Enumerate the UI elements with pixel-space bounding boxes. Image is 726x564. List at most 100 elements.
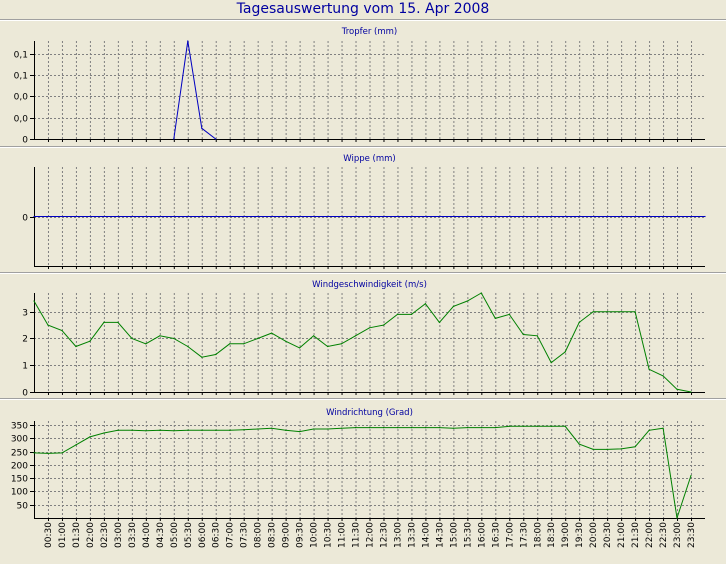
data-point <box>550 425 552 427</box>
y-tick-label: 3 <box>22 309 28 319</box>
data-point <box>382 427 385 429</box>
data-point <box>61 452 63 454</box>
data-point <box>229 343 231 345</box>
data-point <box>33 215 35 218</box>
x-tick-label: 04:00 <box>142 522 152 548</box>
data-point <box>201 429 203 431</box>
chart-title: Wippe (mm) <box>343 154 396 164</box>
x-tick-label: 16:30 <box>491 522 501 548</box>
data-point <box>396 313 399 315</box>
data-point <box>676 388 678 390</box>
data-point <box>75 444 77 446</box>
data-point <box>438 427 440 429</box>
data-point <box>131 429 133 431</box>
x-tick-label: 06:00 <box>198 522 208 548</box>
y-tick-label: 0,1 <box>14 51 28 61</box>
chart-title: Windgeschwindigkeit (m/s) <box>312 280 427 290</box>
data-point <box>410 313 412 315</box>
data-point <box>285 340 287 342</box>
data-point <box>466 300 468 302</box>
y-tick-label: 350 <box>11 422 28 432</box>
x-tick-label: 09:30 <box>296 522 306 548</box>
data-point <box>201 127 203 129</box>
data-point <box>466 427 468 429</box>
data-point <box>578 443 580 445</box>
data-point <box>33 300 35 302</box>
x-tick-label: 19:00 <box>561 522 571 548</box>
data-point <box>508 313 510 315</box>
x-tick-label: 02:00 <box>86 522 96 548</box>
data-point <box>271 332 273 334</box>
data-point <box>424 427 426 429</box>
x-tick-label: 15:00 <box>449 522 459 548</box>
data-point <box>522 425 524 427</box>
data-point <box>243 429 245 431</box>
data-point <box>354 427 357 429</box>
data-point <box>340 427 343 429</box>
data-point <box>215 429 217 431</box>
data-point <box>215 138 217 140</box>
x-tick-label: 19:30 <box>575 522 585 548</box>
x-tick-label: 08:30 <box>268 522 278 548</box>
x-tick-label: 04:30 <box>156 522 166 548</box>
data-point <box>117 429 119 431</box>
data-point <box>327 428 329 430</box>
x-tick-label: 01:00 <box>58 522 68 548</box>
data-point <box>620 311 622 313</box>
x-tick-label: 10:30 <box>324 522 334 548</box>
series-line <box>173 40 217 140</box>
data-point <box>89 340 91 342</box>
chart-title: Tropfer (mm) <box>341 27 397 37</box>
x-tick-label: 09:00 <box>282 522 292 548</box>
x-tick-label: 03:30 <box>128 522 138 548</box>
data-point <box>438 321 440 323</box>
y-tick-label: 0,1 <box>14 72 28 82</box>
x-tick-label: 12:30 <box>380 522 390 548</box>
data-point <box>592 448 594 450</box>
data-point <box>634 446 636 448</box>
x-tick-label: 22:30 <box>659 522 669 548</box>
data-point <box>452 427 454 429</box>
data-point <box>662 427 664 429</box>
x-tick-label: 14:00 <box>421 522 431 548</box>
data-point <box>676 517 678 519</box>
y-tick-label: 250 <box>11 449 28 459</box>
data-point <box>340 343 343 345</box>
y-tick-label: 150 <box>11 475 28 485</box>
data-point <box>173 430 175 432</box>
data-point <box>578 321 580 323</box>
data-point <box>47 452 49 454</box>
data-point <box>257 428 259 430</box>
y-tick-label: 100 <box>11 488 28 498</box>
data-point <box>690 391 692 393</box>
data-point <box>690 474 692 477</box>
data-point <box>103 321 105 323</box>
x-tick-label: 05:00 <box>170 522 180 548</box>
data-point <box>620 448 622 450</box>
x-tick-label: 17:30 <box>519 522 529 548</box>
data-point <box>285 429 287 431</box>
x-tick-label: 05:30 <box>184 522 194 548</box>
x-tick-label: 10:00 <box>310 522 320 548</box>
data-point <box>648 368 650 370</box>
x-tick-label: 15:30 <box>463 522 473 548</box>
page-title: Tagesauswertung vom 15. Apr 2008 <box>236 1 490 17</box>
x-tick-label: 20:30 <box>603 522 613 548</box>
x-tick-label: 07:00 <box>226 522 236 548</box>
data-point <box>368 427 371 429</box>
data-point <box>243 343 245 345</box>
separator <box>0 146 726 148</box>
x-tick-label: 03:00 <box>114 522 124 548</box>
data-point <box>117 321 119 323</box>
x-tick-label: 01:30 <box>72 522 82 548</box>
data-point <box>173 138 175 140</box>
y-tick-label: 0 <box>22 214 28 224</box>
y-tick-label: 1 <box>22 362 28 372</box>
x-tick-label: 20:00 <box>589 522 599 548</box>
separator <box>0 398 726 400</box>
data-point <box>229 429 231 431</box>
x-tick-label: 11:00 <box>338 522 348 548</box>
data-point <box>313 335 315 337</box>
data-point <box>89 436 91 438</box>
data-point <box>354 335 357 337</box>
